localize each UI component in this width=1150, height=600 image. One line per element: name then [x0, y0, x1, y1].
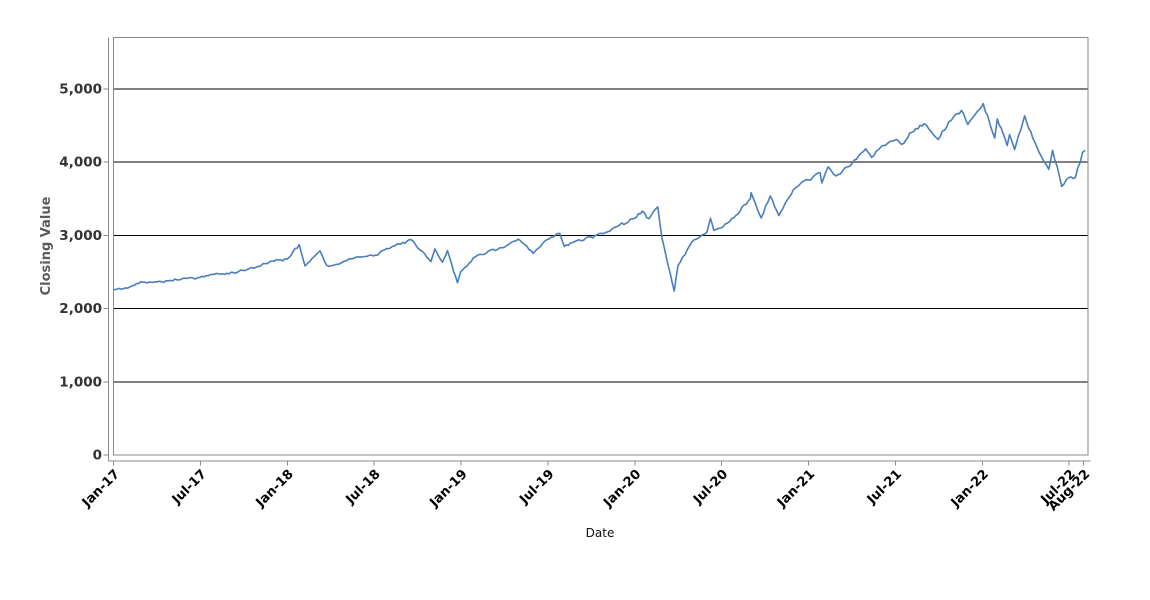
y-tick-marks [103, 88, 109, 456]
y-tick-label: 3,000 [59, 228, 102, 244]
y-tick-label: 0 [93, 448, 102, 464]
x-tick-label: Jul-19 [516, 467, 557, 508]
x-axis-title: Date [586, 526, 615, 540]
y-tick-label: 1,000 [59, 374, 102, 390]
x-tick-label: Jul-20 [690, 467, 731, 508]
y-tick-label: 2,000 [59, 301, 102, 317]
plot-frame [113, 37, 1089, 456]
x-tick-label: Jul-18 [343, 467, 384, 508]
x-tick-label: Jan-21 [774, 467, 818, 511]
x-tick-label: Jul-21 [864, 467, 905, 508]
x-tick-label: Jan-17 [79, 467, 123, 511]
y-tick-label: 5,000 [59, 81, 102, 97]
y-tick-labels: 0 1,000 2,000 3,000 4,000 5,000 [59, 81, 102, 463]
x-tick-labels: Jan-17 Jul-17 Jan-18 Jul-18 Jan-19 Jul-19 Jan-… [79, 467, 1093, 514]
x-tick-label: Jan-19 [426, 467, 470, 511]
x-tick-label: Jan-22 [948, 467, 992, 511]
y-tick-label: 4,000 [59, 155, 102, 171]
gridlines [113, 88, 1088, 383]
y-axis-title: Closing Value [39, 196, 54, 295]
closing-value-line [113, 102, 1086, 292]
x-tick-marks [113, 461, 1085, 466]
x-tick-label: Jan-18 [253, 467, 297, 511]
x-tick-label: Jan-20 [600, 467, 644, 511]
series-group [113, 102, 1086, 292]
x-tick-label: Jul-17 [169, 467, 210, 508]
